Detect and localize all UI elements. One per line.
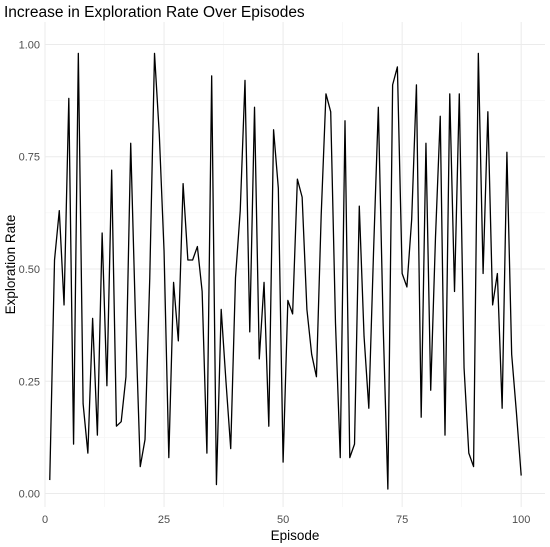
x-axis: 0 25 50 75 100 [42, 514, 530, 526]
x-tick-label: 25 [158, 514, 170, 526]
x-tick-label: 100 [512, 514, 530, 526]
series-line [49, 52, 522, 490]
y-tick-label: 1.00 [19, 39, 40, 51]
y-axis: 0.00 0.25 0.50 0.75 1.00 [19, 39, 40, 500]
grid [44, 22, 545, 507]
x-tick-label: 75 [396, 514, 408, 526]
y-tick-label: 0.25 [19, 376, 40, 388]
x-axis-title: Episode [271, 528, 320, 543]
chart-title: Increase in Exploration Rate Over Episod… [4, 4, 305, 21]
y-tick-label: 0.75 [19, 152, 40, 164]
y-tick-label: 0.00 [19, 489, 40, 501]
y-tick-label: 0.50 [19, 264, 40, 276]
y-axis-title: Exploration Rate [3, 215, 18, 315]
x-tick-label: 0 [42, 514, 48, 526]
x-tick-label: 50 [277, 514, 289, 526]
